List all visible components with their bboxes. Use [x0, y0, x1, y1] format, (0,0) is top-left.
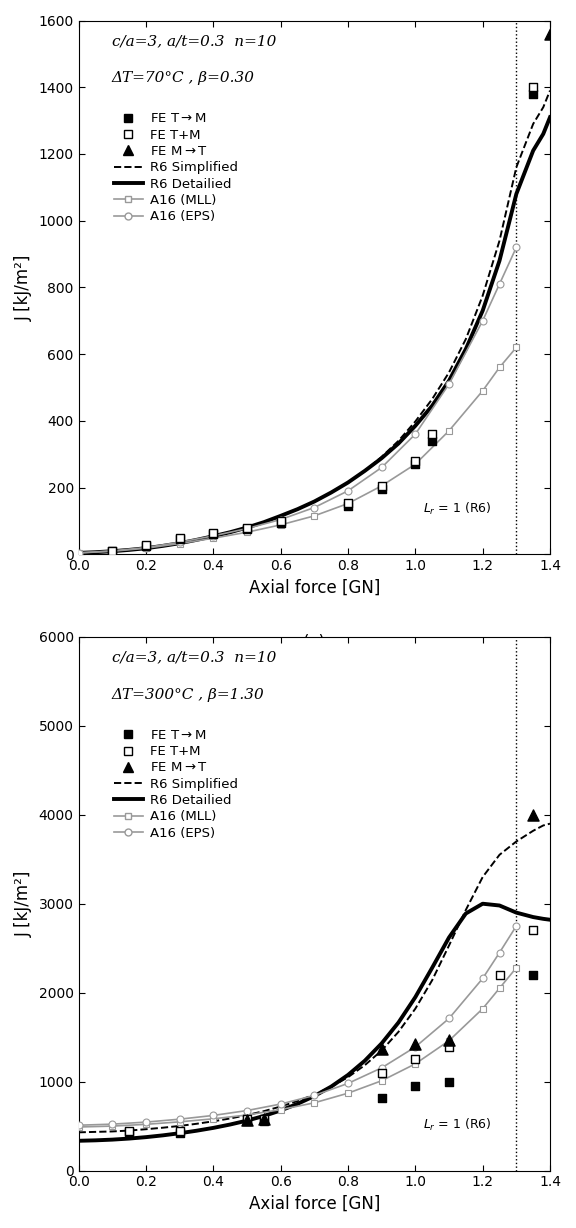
- Point: [343, 496, 353, 516]
- Y-axis label: J [kJ/m²]: J [kJ/m²]: [15, 254, 33, 321]
- Point: [209, 524, 218, 544]
- Point: [175, 1121, 184, 1141]
- Point: [259, 1109, 268, 1129]
- Point: [411, 454, 420, 474]
- Point: [377, 1063, 386, 1083]
- Point: [495, 965, 504, 985]
- Point: [175, 1124, 184, 1143]
- Point: [242, 518, 252, 538]
- X-axis label: Axial force [GN]: Axial force [GN]: [249, 578, 380, 597]
- Text: (a): (a): [303, 635, 326, 652]
- Text: $L_r$ = 1 (R6): $L_r$ = 1 (R6): [423, 501, 491, 517]
- Text: ΔT=70°C , β=0.30: ΔT=70°C , β=0.30: [112, 71, 255, 85]
- X-axis label: Axial force [GN]: Axial force [GN]: [249, 1195, 380, 1213]
- Point: [411, 1076, 420, 1095]
- Point: [209, 523, 218, 543]
- Point: [411, 451, 420, 470]
- Point: [545, 25, 555, 44]
- Point: [445, 1038, 454, 1057]
- Point: [141, 537, 150, 556]
- Point: [529, 84, 538, 103]
- Text: c/a=3, a/t=0.3  n=10: c/a=3, a/t=0.3 n=10: [112, 34, 276, 48]
- Point: [411, 1034, 420, 1054]
- Point: [529, 965, 538, 985]
- Point: [124, 1121, 134, 1141]
- Point: [529, 921, 538, 941]
- Point: [377, 479, 386, 499]
- Point: [108, 542, 117, 561]
- Point: [124, 1122, 134, 1142]
- Point: [259, 1111, 268, 1131]
- Point: [529, 77, 538, 97]
- Point: [276, 513, 285, 533]
- Point: [427, 431, 437, 451]
- Point: [141, 535, 150, 555]
- Point: [175, 529, 184, 549]
- Point: [108, 542, 117, 561]
- Point: [377, 476, 386, 496]
- Legend: FE T$\rightarrow$M, FE T+M, FE M$\rightarrow$T, R6 Simplified, R6 Detailied, A16: FE T$\rightarrow$M, FE T+M, FE M$\righta…: [113, 113, 238, 223]
- Text: ΔT=300°C , β=1.30: ΔT=300°C , β=1.30: [112, 688, 264, 701]
- Point: [259, 1109, 268, 1129]
- Point: [343, 492, 353, 512]
- Point: [242, 1111, 252, 1131]
- Text: $L_r$ = 1 (R6): $L_r$ = 1 (R6): [423, 1117, 491, 1133]
- Point: [377, 1039, 386, 1059]
- Point: [242, 1109, 252, 1129]
- Y-axis label: J [kJ/m²]: J [kJ/m²]: [15, 871, 33, 937]
- Point: [242, 1110, 252, 1130]
- Point: [377, 1088, 386, 1108]
- Text: c/a=3, a/t=0.3  n=10: c/a=3, a/t=0.3 n=10: [112, 650, 276, 664]
- Point: [445, 1072, 454, 1092]
- Point: [175, 528, 184, 548]
- Point: [529, 804, 538, 824]
- Legend: FE T$\rightarrow$M, FE T+M, FE M$\rightarrow$T, R6 Simplified, R6 Detailied, A16: FE T$\rightarrow$M, FE T+M, FE M$\righta…: [113, 729, 238, 840]
- Point: [276, 511, 285, 530]
- Point: [242, 519, 252, 539]
- Point: [411, 1049, 420, 1068]
- Point: [427, 425, 437, 445]
- Point: [445, 1030, 454, 1050]
